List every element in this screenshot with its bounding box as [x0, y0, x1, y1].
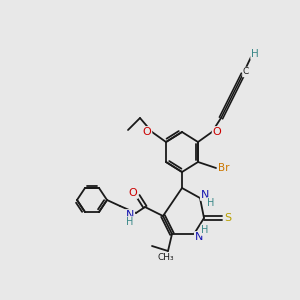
Text: N: N: [201, 190, 209, 200]
Text: Br: Br: [218, 163, 230, 173]
Text: S: S: [224, 213, 232, 223]
Text: H: H: [126, 217, 134, 227]
Text: N: N: [195, 232, 203, 242]
Text: H: H: [201, 225, 209, 235]
Text: N: N: [126, 210, 134, 220]
Text: O: O: [142, 127, 152, 137]
Text: O: O: [213, 127, 221, 137]
Text: C: C: [243, 68, 249, 76]
Text: CH₃: CH₃: [158, 254, 174, 262]
Text: O: O: [129, 188, 137, 198]
Text: H: H: [251, 49, 259, 59]
Text: H: H: [207, 198, 215, 208]
